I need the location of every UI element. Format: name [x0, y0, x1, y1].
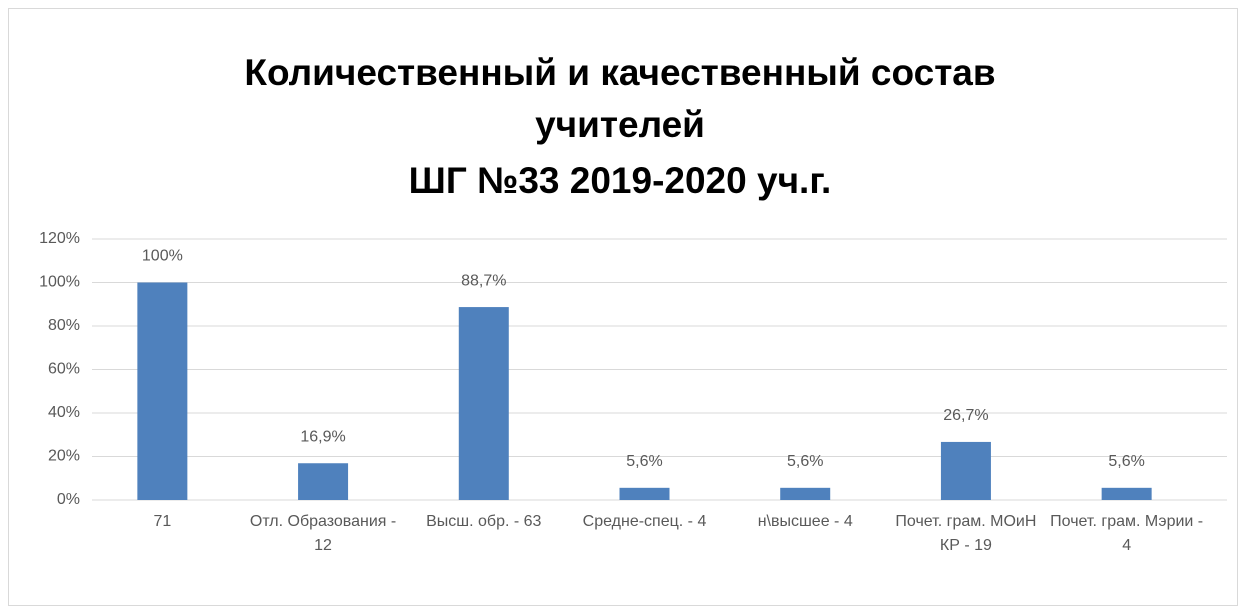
bar: [619, 487, 670, 500]
x-tick-label: Отл. Образования - 12: [249, 513, 397, 554]
bar: [137, 282, 188, 500]
data-label: 16,9%: [300, 428, 345, 445]
chart-title: ШГ №33 2019-2020 уч.г.: [409, 160, 832, 201]
bar: [458, 307, 509, 500]
data-label: 88,7%: [461, 272, 506, 289]
bar: [940, 441, 991, 500]
bar: [298, 463, 349, 500]
y-tick-label: 120%: [39, 230, 80, 247]
bar: [1101, 487, 1152, 500]
y-tick-label: 60%: [48, 361, 80, 378]
chart-title: Количественный и качественный состав: [244, 52, 995, 93]
bar: [780, 487, 831, 500]
y-tick-label: 0%: [57, 491, 80, 508]
data-label: 26,7%: [943, 407, 988, 424]
y-tick-label: 80%: [48, 317, 80, 334]
data-label: 5,6%: [787, 453, 823, 470]
chart-title: учителей: [535, 104, 705, 145]
y-tick-label: 100%: [39, 274, 80, 291]
data-label: 5,6%: [626, 453, 662, 470]
x-tick-label: Почет. грам. Мэрии - 4: [1050, 513, 1204, 554]
y-tick-label: 20%: [48, 448, 80, 465]
chart-border: [8, 8, 1238, 606]
y-tick-label: 40%: [48, 404, 80, 421]
data-label: 100%: [142, 248, 183, 265]
x-tick-label: Средне-спец. - 4: [582, 513, 707, 530]
x-tick-label: н\высшее - 4: [757, 513, 853, 530]
data-label: 5,6%: [1108, 453, 1144, 470]
x-tick-label: Высш. обр. - 63: [426, 513, 542, 530]
x-tick-label: Почет. грам. МОиН КР - 19: [895, 513, 1037, 554]
x-tick-label: 71: [153, 513, 172, 530]
